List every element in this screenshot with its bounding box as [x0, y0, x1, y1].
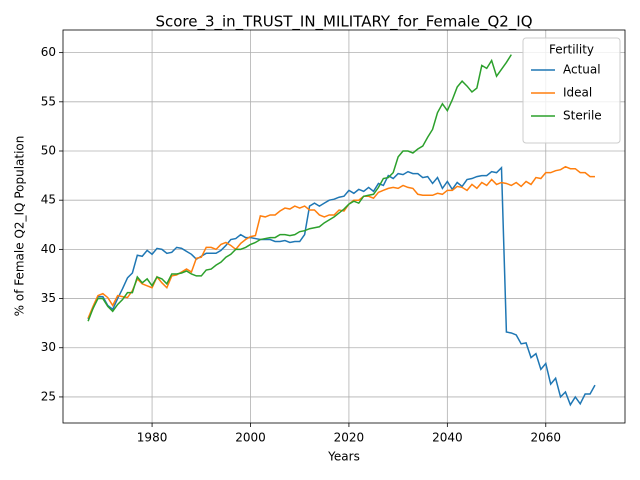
- y-axis-label: % of Female Q2_IQ Population: [13, 136, 27, 317]
- y-tick-label: 45: [41, 193, 56, 207]
- legend-label: Actual: [563, 63, 601, 77]
- x-axis-label: Years: [327, 450, 360, 464]
- y-tick-label: 50: [41, 143, 56, 157]
- x-tick-label: 2000: [235, 431, 266, 445]
- plot-frame: [62, 29, 626, 424]
- legend-label: Sterile: [563, 109, 602, 123]
- y-tick-label: 55: [41, 94, 56, 108]
- y-tick-label: 60: [41, 45, 56, 59]
- y-tick-label: 30: [41, 340, 56, 354]
- legend-label: Ideal: [563, 86, 592, 100]
- x-tick-label: 2020: [334, 431, 365, 445]
- x-tick-label: 1980: [137, 431, 168, 445]
- x-tick-label: 2040: [432, 431, 463, 445]
- y-tick-label: 35: [41, 291, 56, 305]
- series-line: [87, 54, 512, 322]
- y-tick-label: 40: [41, 242, 56, 256]
- x-tick-label: 2060: [530, 431, 561, 445]
- legend-title: Fertility: [549, 43, 594, 57]
- series-line: [87, 165, 596, 407]
- chart-title: Score_3_in_TRUST_IN_MILITARY_for_Female_…: [155, 13, 532, 32]
- y-tick-label: 25: [41, 389, 56, 403]
